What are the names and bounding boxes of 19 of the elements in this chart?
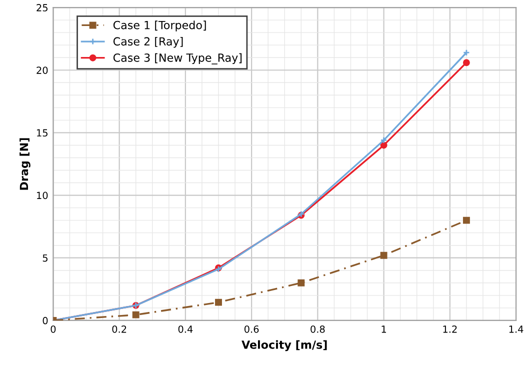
y-tick-label: 5 bbox=[42, 254, 48, 262]
y-tick-label: 0 bbox=[42, 316, 48, 324]
x-tick-label: 0.8 bbox=[310, 325, 325, 333]
x-tick-label: 1.4 bbox=[509, 326, 524, 333]
x-tick-label: 0 bbox=[50, 325, 56, 333]
x-axis-title: Velocity [m/s] bbox=[242, 340, 327, 352]
y-tick-label: 15 bbox=[37, 129, 48, 137]
x-tick-label: 0.6 bbox=[244, 325, 259, 333]
legend-label: Case 3 [New Type_Ray] bbox=[113, 53, 242, 64]
y-tick-label: 20 bbox=[36, 66, 48, 74]
y-tick-label: 10 bbox=[37, 192, 48, 200]
y-tick-label: 25 bbox=[36, 4, 48, 12]
y-axis-title: Drag [N] bbox=[20, 138, 30, 190]
legend-label: Case 1 [Torpedo] bbox=[113, 20, 206, 32]
x-tick-label: 0.4 bbox=[178, 325, 193, 333]
x-tick-label: 1.2 bbox=[443, 325, 457, 333]
legend-label: Case 2 [Ray] bbox=[113, 36, 183, 48]
x-tick-label: 0.2 bbox=[112, 325, 126, 333]
x-tick-label: 1 bbox=[382, 326, 386, 333]
